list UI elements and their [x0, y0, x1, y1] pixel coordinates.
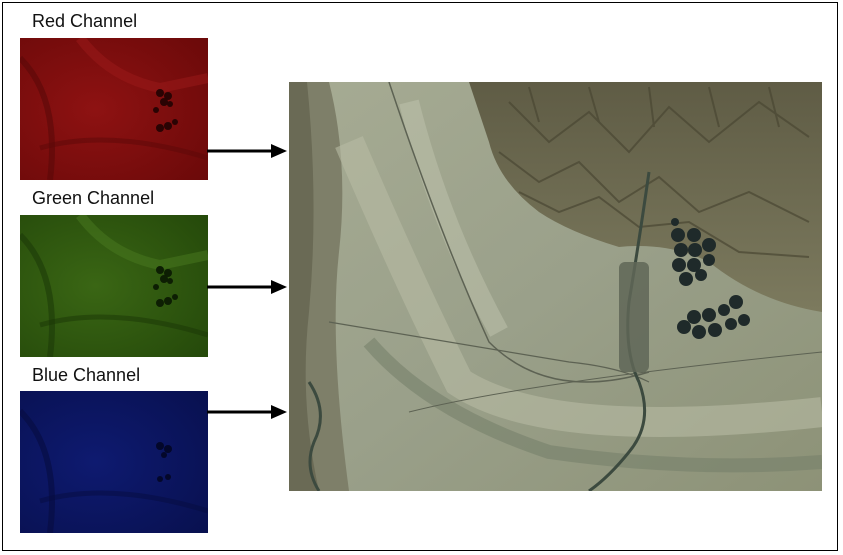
blue-to-composite-arrow [207, 405, 287, 419]
red-to-composite-arrow [207, 144, 287, 158]
blue-channel-label: Blue Channel [32, 365, 141, 385]
red-channel-label: Red Channel [32, 11, 138, 31]
composite-satellite-image [289, 82, 822, 491]
red-channel-image [20, 38, 208, 180]
blue-channel-image [20, 391, 208, 533]
green-to-composite-arrow [207, 280, 287, 294]
green-channel-image [20, 215, 208, 357]
green-channel-label: Green Channel [32, 188, 155, 208]
